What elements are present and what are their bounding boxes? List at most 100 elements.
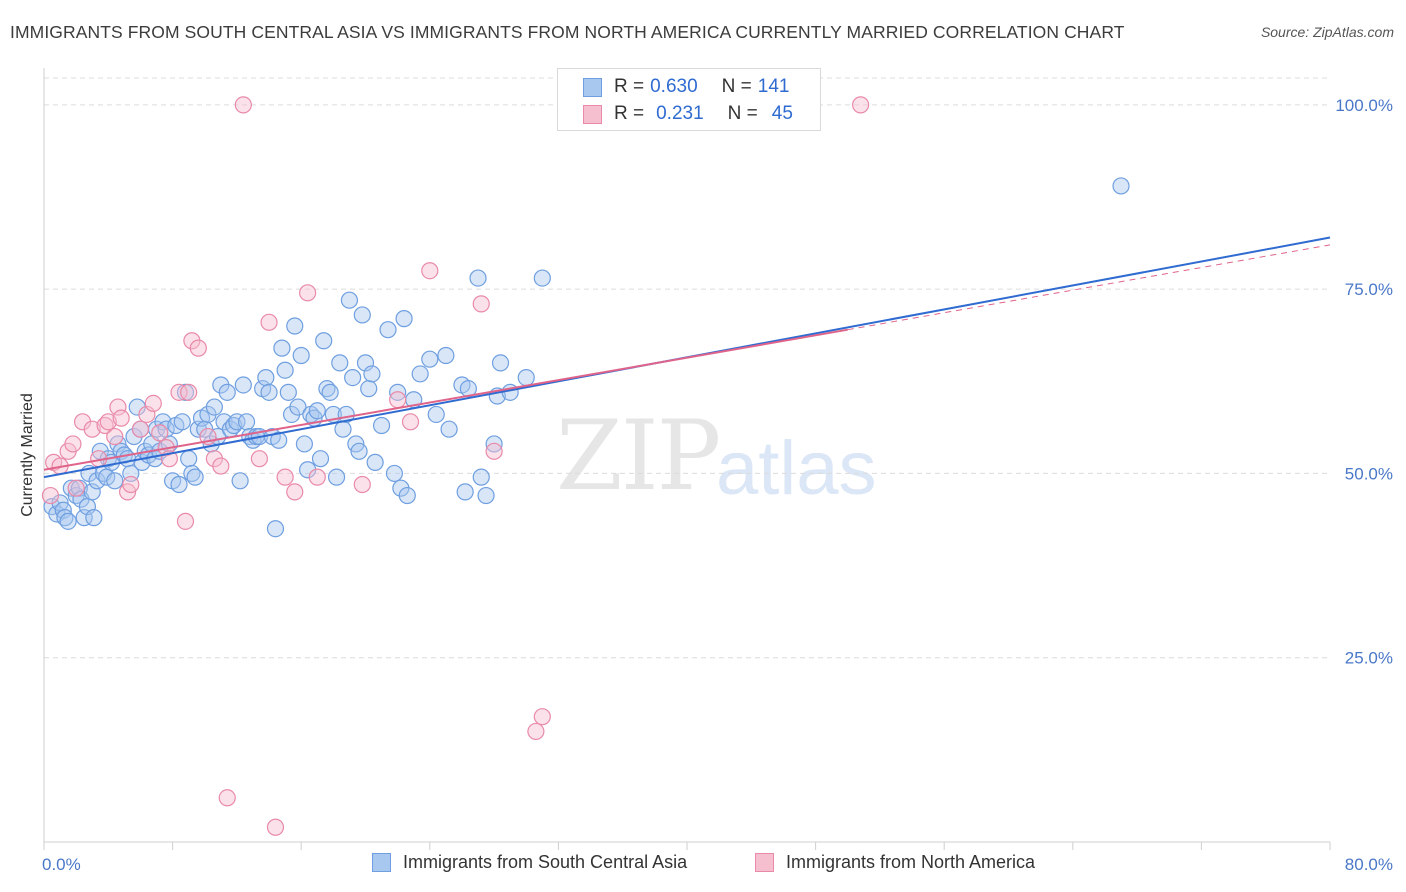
pink-point: [41, 486, 60, 505]
blue-point: [257, 369, 275, 387]
y-tick-label: 50.0%: [1345, 464, 1393, 483]
legend-n-value: 141: [757, 76, 790, 97]
legend: R = 0.630 N = 141 R = 0.231 N = 45: [557, 68, 821, 131]
pink-point: [218, 789, 236, 807]
blue-point: [75, 509, 93, 527]
blue-point: [398, 486, 416, 505]
blue-point: [344, 369, 362, 387]
blue-point: [363, 365, 381, 383]
pink-point: [533, 708, 551, 726]
pink-point: [234, 96, 252, 114]
blue-point: [237, 413, 256, 431]
pink-point: [266, 818, 285, 836]
blue-point: [421, 350, 439, 368]
pink-point: [67, 479, 85, 497]
blue-point: [186, 468, 204, 486]
blue-point: [59, 512, 77, 530]
blue-point: [340, 291, 359, 309]
pink-point: [401, 413, 420, 431]
x-tick-label: 80.0%: [1345, 855, 1393, 874]
bottom-legend: Immigrants from South Central Asia Immig…: [0, 852, 1406, 876]
pink-point: [151, 424, 169, 442]
blue-point: [389, 383, 407, 401]
blue-point: [1112, 177, 1130, 195]
blue-point: [366, 453, 384, 471]
blue-point: [327, 468, 346, 486]
blue-point: [266, 520, 285, 538]
legend-swatch-pink: [583, 104, 602, 124]
blue-point: [273, 339, 291, 357]
source-label: Source: ZipAtlas.com: [1260, 24, 1394, 40]
legend-n-value: 45: [771, 103, 793, 124]
blue-point: [411, 365, 429, 383]
pink-point: [299, 284, 317, 302]
bottom-legend-label-pink: Immigrants from North America: [786, 852, 1036, 872]
blue-point: [83, 483, 101, 501]
bottom-legend-swatch-blue: [372, 853, 391, 872]
pink-point: [421, 262, 439, 280]
blue-point: [472, 468, 490, 486]
blue-point: [334, 420, 352, 438]
pink-trend-line: [43, 328, 848, 471]
pink-point: [106, 427, 124, 446]
blue-point: [279, 383, 297, 401]
pink-point: [131, 420, 150, 438]
pink-point: [122, 475, 140, 494]
y-tick-label: 25.0%: [1345, 649, 1393, 668]
y-tick-label: 75.0%: [1345, 280, 1393, 299]
pink-point: [109, 398, 127, 416]
legend-n-key: N =: [727, 103, 758, 124]
pink-point: [83, 420, 101, 438]
blue-point: [360, 380, 378, 398]
blue-point: [276, 361, 294, 379]
pink-point: [308, 468, 326, 486]
blue-point: [311, 450, 330, 468]
blue-point: [170, 475, 188, 494]
blue-point: [231, 472, 249, 490]
pink-point: [485, 442, 503, 460]
blue-point: [379, 321, 397, 339]
legend-row-blue: R = 0.630 N = 141: [583, 76, 789, 98]
blue-point: [205, 398, 223, 416]
blue-point: [372, 416, 391, 435]
pink-point: [260, 313, 278, 331]
blue-point: [321, 383, 339, 401]
pink-point: [189, 339, 207, 357]
bottom-legend-pink: Immigrants from North America: [755, 852, 1035, 873]
pink-trend-line-dashed: [847, 244, 1331, 331]
blue-point: [385, 464, 404, 483]
blue-point: [85, 509, 103, 527]
blue-point: [440, 420, 458, 438]
blue-point: [295, 435, 314, 453]
pink-point: [527, 722, 545, 741]
blue-point: [350, 442, 368, 460]
pink-point: [64, 435, 82, 453]
blue-point: [308, 402, 326, 420]
bottom-legend-label-blue: Immigrants from South Central Asia: [403, 852, 688, 872]
blue-point: [173, 413, 191, 431]
legend-r-value: 0.231: [656, 103, 704, 124]
pink-point: [472, 295, 490, 313]
pink-point: [112, 409, 130, 427]
pink-point: [180, 383, 198, 401]
pink-point: [286, 483, 304, 501]
blue-point: [118, 450, 137, 468]
blue-point: [218, 383, 236, 401]
pink-point: [170, 383, 188, 401]
legend-n-key: N =: [721, 76, 752, 97]
bottom-legend-swatch-pink: [755, 853, 774, 872]
blue-point: [331, 354, 349, 372]
watermark-zip: ZIP: [556, 400, 721, 512]
blue-point: [517, 369, 535, 387]
y-tick-label: 100.0%: [1335, 96, 1393, 115]
x-tick-label: 0.0%: [42, 855, 81, 874]
blue-point: [106, 472, 124, 490]
blue-point: [533, 269, 551, 287]
blue-point: [469, 269, 487, 287]
blue-point: [427, 405, 445, 424]
pink-point: [212, 457, 230, 475]
blue-point: [180, 450, 198, 468]
pink-point: [250, 450, 269, 468]
blue-point: [437, 346, 455, 365]
bottom-legend-blue: Immigrants from South Central Asia: [372, 852, 687, 873]
